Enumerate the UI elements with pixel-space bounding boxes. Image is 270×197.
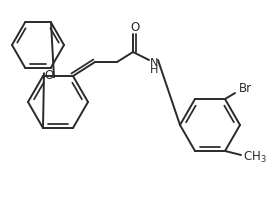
Text: Br: Br: [238, 82, 252, 95]
Text: N: N: [150, 58, 158, 68]
Text: O: O: [130, 20, 140, 33]
Text: CH$_3$: CH$_3$: [243, 150, 267, 164]
Text: H: H: [150, 65, 158, 75]
Text: O: O: [44, 69, 54, 82]
